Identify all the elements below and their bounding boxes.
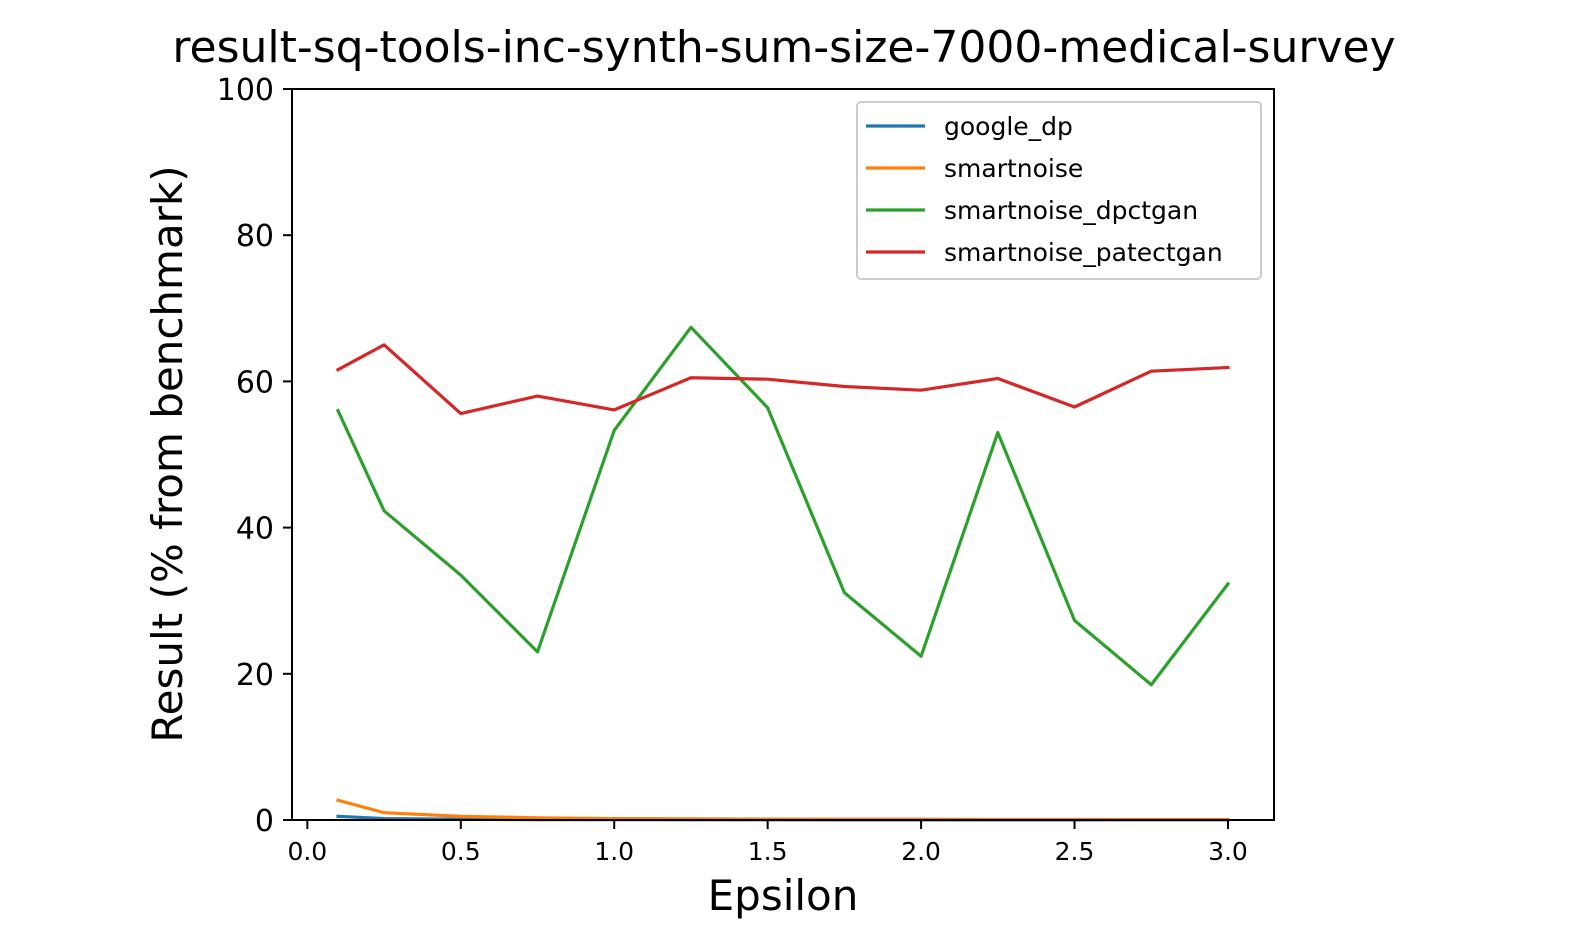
legend-label-google_dp: google_dp xyxy=(944,112,1073,141)
legend-label-smartnoise_dpctgan: smartnoise_dpctgan xyxy=(944,196,1198,225)
series-layer xyxy=(335,325,1231,822)
x-tick-label: 2.5 xyxy=(1055,837,1095,866)
y-tick-label: 0 xyxy=(255,804,274,839)
x-tick-label: 1.5 xyxy=(748,837,788,866)
x-tick-label: 0.0 xyxy=(287,837,327,866)
series-line-smartnoise_patectgan xyxy=(335,343,1230,416)
legend: google_dp smartnoise smartnoise_dpctgansma… xyxy=(856,101,1262,280)
x-tick-label: 2.0 xyxy=(901,837,941,866)
y-tick-label: 60 xyxy=(236,365,274,400)
legend-label-smartnoise_patectgan: smartnoise_patectgan xyxy=(944,238,1223,267)
y-tick-label: 40 xyxy=(236,512,274,547)
series-line-smartnoise xyxy=(336,798,1230,822)
x-axis: 0.0 0.5 1.0 1.5 2.0 2.5 3.0 xyxy=(287,820,1248,866)
x-axis-label: Epsilon xyxy=(708,871,859,920)
plot-area-frame xyxy=(291,88,1275,821)
y-tick-label: 100 xyxy=(217,73,274,108)
y-axis: 0 20 40 60 80 100 xyxy=(217,73,292,839)
x-tick-label: 3.0 xyxy=(1208,837,1248,866)
y-tick-label: 20 xyxy=(236,658,274,693)
legend-label-smartnoise: smartnoise xyxy=(944,154,1083,183)
legend-box xyxy=(856,101,1262,280)
y-axis-label: Result (% from benchmark) xyxy=(143,165,192,742)
x-tick-label: 1.0 xyxy=(594,837,634,866)
series-line-smartnoise_dpctgan xyxy=(335,325,1231,687)
chart-title: result-sq-tools-inc-synth-sum-size-7000-… xyxy=(172,22,1395,73)
x-tick-label: 0.5 xyxy=(441,837,481,866)
y-tick-label: 80 xyxy=(236,219,274,254)
